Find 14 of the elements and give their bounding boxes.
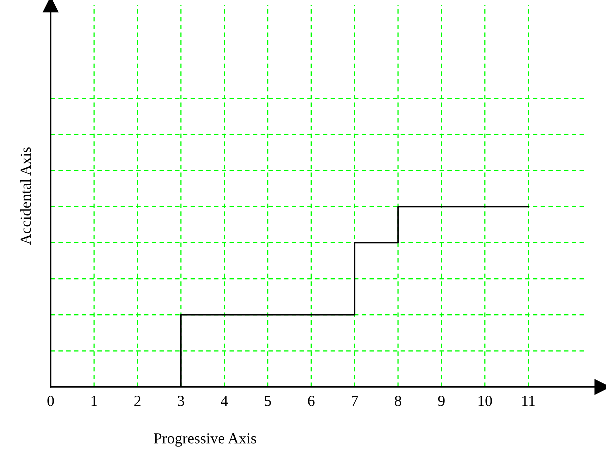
x-tick-label: 7 <box>352 396 358 406</box>
x-tick-label: 4 <box>221 396 228 406</box>
x-axis-title: Progressive Axis <box>154 434 256 447</box>
x-tick-label: 10 <box>478 396 492 406</box>
x-tick-label: 5 <box>265 396 272 406</box>
x-tick-label: 9 <box>438 396 445 406</box>
x-tick-label: 1 <box>92 396 98 406</box>
x-tick-label: 11 <box>522 396 535 406</box>
x-tick-label: 3 <box>178 396 184 406</box>
x-tick-label: 2 <box>134 396 141 406</box>
x-tick-label: 6 <box>308 396 315 406</box>
x-tick-label: 0 <box>48 396 54 406</box>
x-tick-label: 8 <box>395 396 402 406</box>
y-axis-title: Accidental Axis <box>20 148 32 245</box>
